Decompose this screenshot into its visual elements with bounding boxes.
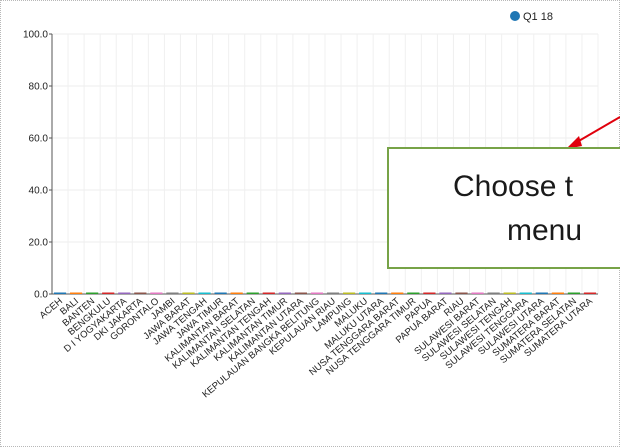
bar (118, 292, 131, 294)
bar (535, 292, 548, 294)
bar (375, 292, 388, 294)
bar (407, 292, 420, 294)
y-tick-label: 60.0 (29, 134, 49, 145)
bar (519, 292, 532, 294)
bar (455, 292, 468, 294)
bar (246, 292, 259, 294)
legend-marker (510, 11, 520, 21)
y-tick-label: 20.0 (29, 238, 49, 249)
bar (342, 292, 356, 294)
bar (198, 292, 211, 294)
bar (567, 292, 581, 294)
callout-arrow (566, 116, 620, 149)
bar (214, 292, 227, 294)
arrow-head (566, 136, 582, 149)
bar (310, 292, 324, 294)
y-tick-labels: 0.0 20.0 40.0 60.0 80.0 100.0 (23, 30, 48, 301)
bar (391, 292, 404, 294)
bar (471, 292, 484, 294)
bar (86, 292, 99, 294)
bar (326, 292, 340, 294)
bar (359, 292, 372, 294)
bar (487, 292, 500, 294)
bar (182, 292, 195, 294)
bar (278, 292, 291, 294)
arrow-shaft (576, 116, 620, 143)
bars (53, 292, 597, 294)
bar (230, 292, 243, 294)
bar (102, 292, 115, 294)
legend-label: Q1 18 (523, 11, 553, 23)
bar (53, 292, 67, 294)
bar (166, 292, 179, 294)
y-tick-label: 80.0 (29, 82, 49, 93)
bar (503, 292, 516, 294)
bar (583, 292, 597, 294)
bar (69, 292, 83, 294)
bar (439, 292, 452, 294)
legend: Q1 18 (510, 11, 553, 23)
bar (262, 292, 275, 294)
y-tick-label: 40.0 (29, 186, 49, 197)
tutorial-callout-box: Choose t menu (387, 147, 620, 269)
y-tick-label: 100.0 (23, 30, 48, 41)
bar (551, 292, 564, 294)
bar (134, 292, 147, 294)
bar (423, 292, 436, 294)
bar (150, 292, 163, 294)
callout-line-1: Choose t (453, 170, 574, 203)
callout-line-2: menu (507, 214, 583, 247)
bar (294, 292, 308, 294)
y-tick-label: 0.0 (34, 290, 48, 301)
